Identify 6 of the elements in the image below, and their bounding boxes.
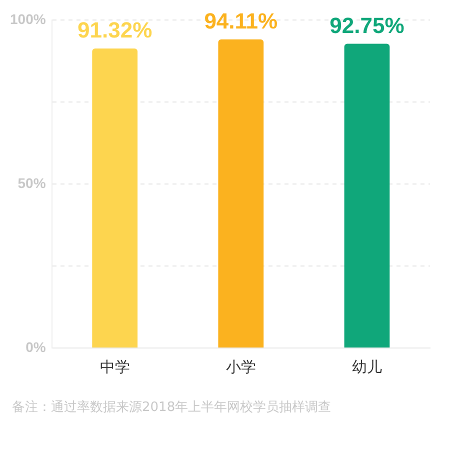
data-label: 94.11% [204,8,278,34]
data-label: 91.32% [78,18,152,43]
x-tick-label: 小学 [226,359,256,376]
x-tick-label: 幼儿 [352,359,382,376]
data-label: 92.75% [330,12,404,38]
x-tick-label: 中学 [100,359,130,376]
